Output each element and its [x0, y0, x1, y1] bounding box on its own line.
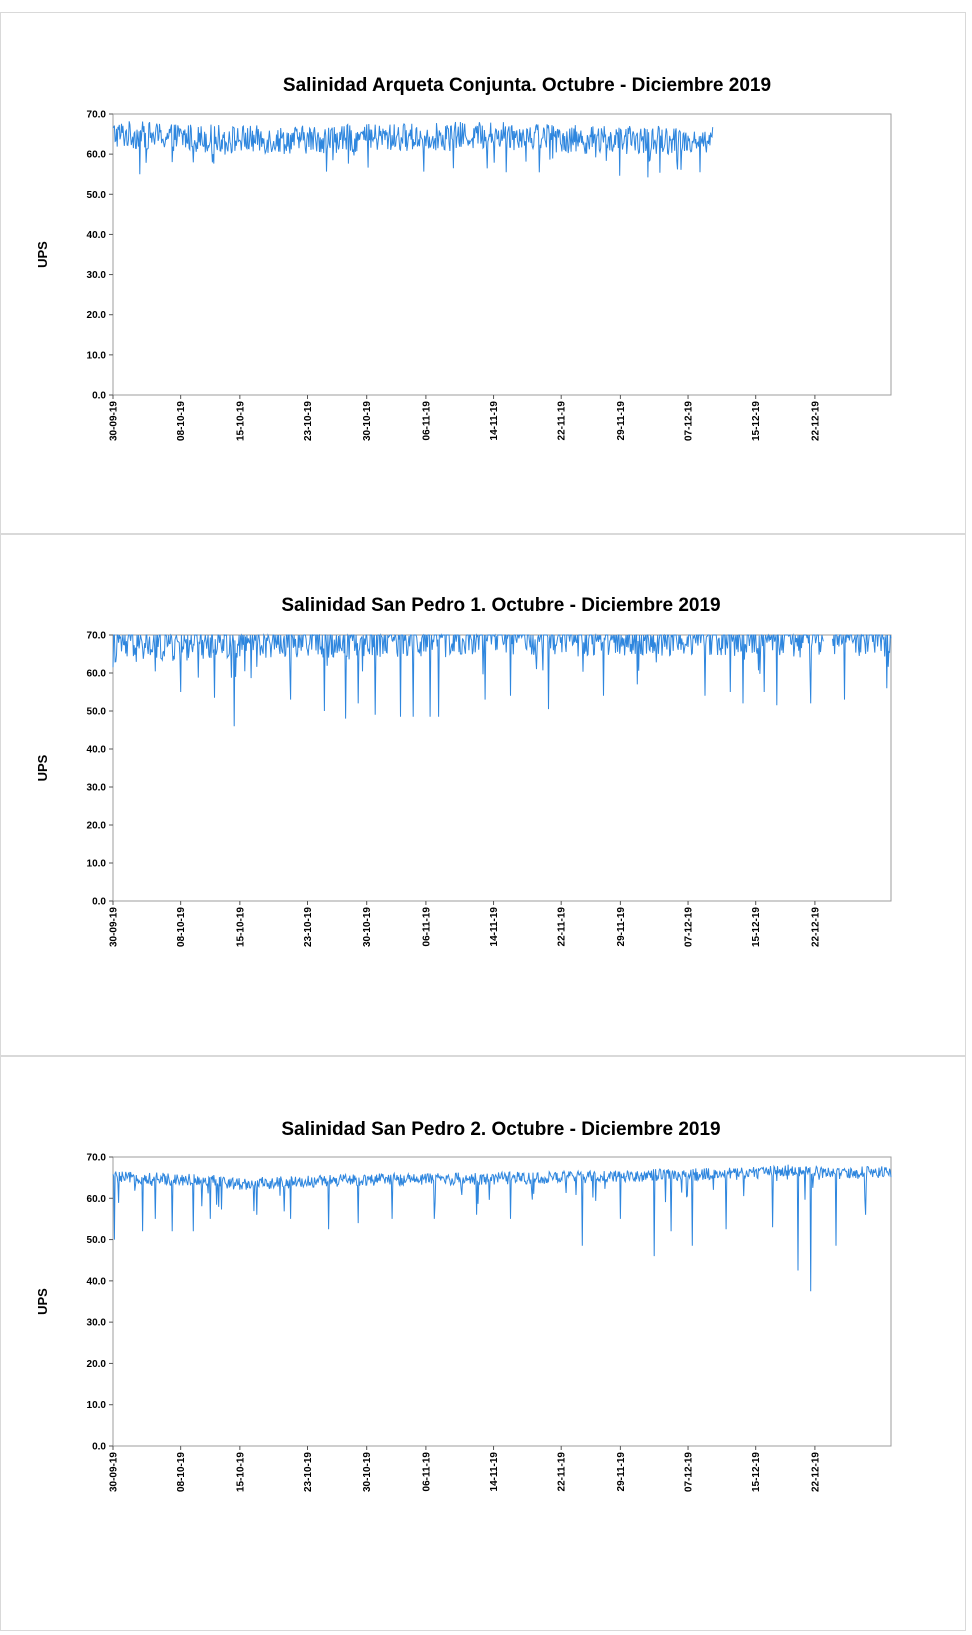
x-tick-label: 30-10-19 — [362, 1452, 373, 1492]
y-tick-label: 0.0 — [92, 391, 106, 402]
y-tick-label: 0.0 — [92, 1442, 106, 1453]
x-tick-label: 15-12-19 — [751, 401, 762, 441]
x-tick-label: 15-12-19 — [751, 907, 762, 947]
x-tick-label: 08-10-19 — [176, 401, 187, 441]
y-axis-label: UPS — [35, 754, 50, 781]
y-tick-label: 0.0 — [92, 897, 106, 908]
chart-2: Salinidad San Pedro 1. Octubre - Diciemb… — [35, 595, 892, 947]
y-tick-label: 70.0 — [87, 1153, 107, 1164]
x-tick-label: 14-11-19 — [489, 1452, 500, 1492]
y-tick-label: 40.0 — [87, 230, 107, 241]
x-tick-label: 08-10-19 — [176, 1452, 187, 1492]
x-tick-label: 29-11-19 — [616, 401, 627, 441]
y-tick-label: 50.0 — [87, 190, 107, 201]
x-tick-label: 29-11-19 — [616, 907, 627, 947]
y-tick-label: 40.0 — [87, 1276, 107, 1287]
y-tick-label: 30.0 — [87, 1318, 107, 1329]
plot-area — [112, 113, 892, 396]
y-axis-label: UPS — [35, 241, 50, 268]
y-tick-label: 20.0 — [87, 1359, 107, 1370]
x-tick-label: 30-09-19 — [109, 1452, 120, 1492]
x-tick-label: 14-11-19 — [489, 907, 500, 947]
y-tick-label: 30.0 — [87, 783, 107, 794]
y-tick-label: 10.0 — [87, 350, 107, 361]
x-tick-label: 23-10-19 — [303, 401, 314, 441]
y-axis-label: UPS — [35, 1288, 50, 1315]
chart-1: Salinidad Arqueta Conjunta. Octubre - Di… — [35, 75, 892, 441]
plot-area — [112, 1156, 892, 1447]
x-tick-label: 08-10-19 — [176, 907, 187, 947]
plot-area — [112, 634, 892, 902]
x-tick-label: 23-10-19 — [303, 1452, 314, 1492]
y-tick-label: 60.0 — [87, 150, 107, 161]
chart-panel-3: Salinidad San Pedro 2. Octubre - Diciemb… — [0, 1056, 966, 1631]
x-tick-label: 07-12-19 — [684, 1452, 695, 1492]
y-tick-label: 50.0 — [87, 707, 107, 718]
y-tick-label: 10.0 — [87, 1400, 107, 1411]
x-tick-label: 22-12-19 — [810, 907, 821, 947]
chart-title: Salinidad San Pedro 2. Octubre - Diciemb… — [281, 1119, 720, 1140]
x-tick-label: 22-11-19 — [557, 907, 568, 947]
x-tick-label: 30-10-19 — [362, 401, 373, 441]
y-tick-label: 70.0 — [87, 631, 107, 642]
y-tick-label: 70.0 — [87, 110, 107, 121]
x-tick-label: 30-09-19 — [109, 401, 120, 441]
x-tick-label: 15-10-19 — [235, 401, 246, 441]
y-tick-label: 10.0 — [87, 859, 107, 870]
x-tick-label: 15-10-19 — [235, 1452, 246, 1492]
y-tick-label: 20.0 — [87, 821, 107, 832]
x-tick-label: 30-10-19 — [362, 907, 373, 947]
y-tick-label: 40.0 — [87, 745, 107, 756]
series-line — [112, 121, 714, 178]
x-tick-label: 15-12-19 — [751, 1452, 762, 1492]
x-tick-label: 14-11-19 — [489, 401, 500, 441]
x-tick-label: 07-12-19 — [684, 907, 695, 947]
chart-panel-1: Salinidad Arqueta Conjunta. Octubre - Di… — [0, 12, 966, 534]
x-tick-label: 07-12-19 — [684, 401, 695, 441]
y-tick-label: 20.0 — [87, 310, 107, 321]
x-tick-label: 06-11-19 — [421, 1452, 432, 1492]
chart-panel-2: Salinidad San Pedro 1. Octubre - Diciemb… — [0, 534, 966, 1056]
x-tick-label: 22-11-19 — [557, 401, 568, 441]
y-tick-label: 30.0 — [87, 270, 107, 281]
chart-title: Salinidad Arqueta Conjunta. Octubre - Di… — [283, 75, 771, 96]
y-tick-label: 50.0 — [87, 1235, 107, 1246]
chart-3: Salinidad San Pedro 2. Octubre - Diciemb… — [35, 1119, 892, 1492]
y-tick-label: 60.0 — [87, 1194, 107, 1205]
y-tick-label: 60.0 — [87, 669, 107, 680]
x-tick-label: 22-12-19 — [810, 401, 821, 441]
x-tick-label: 30-09-19 — [109, 907, 120, 947]
x-tick-label: 15-10-19 — [235, 907, 246, 947]
x-tick-label: 23-10-19 — [303, 907, 314, 947]
series-line — [832, 633, 892, 700]
x-tick-label: 22-12-19 — [810, 1452, 821, 1492]
chart-title: Salinidad San Pedro 1. Octubre - Diciemb… — [281, 595, 720, 616]
x-tick-label: 22-11-19 — [557, 1452, 568, 1492]
x-tick-label: 29-11-19 — [616, 1452, 627, 1492]
series-line — [112, 1164, 892, 1292]
x-tick-label: 06-11-19 — [421, 401, 432, 441]
series-line — [112, 633, 824, 727]
x-tick-label: 06-11-19 — [421, 907, 432, 947]
